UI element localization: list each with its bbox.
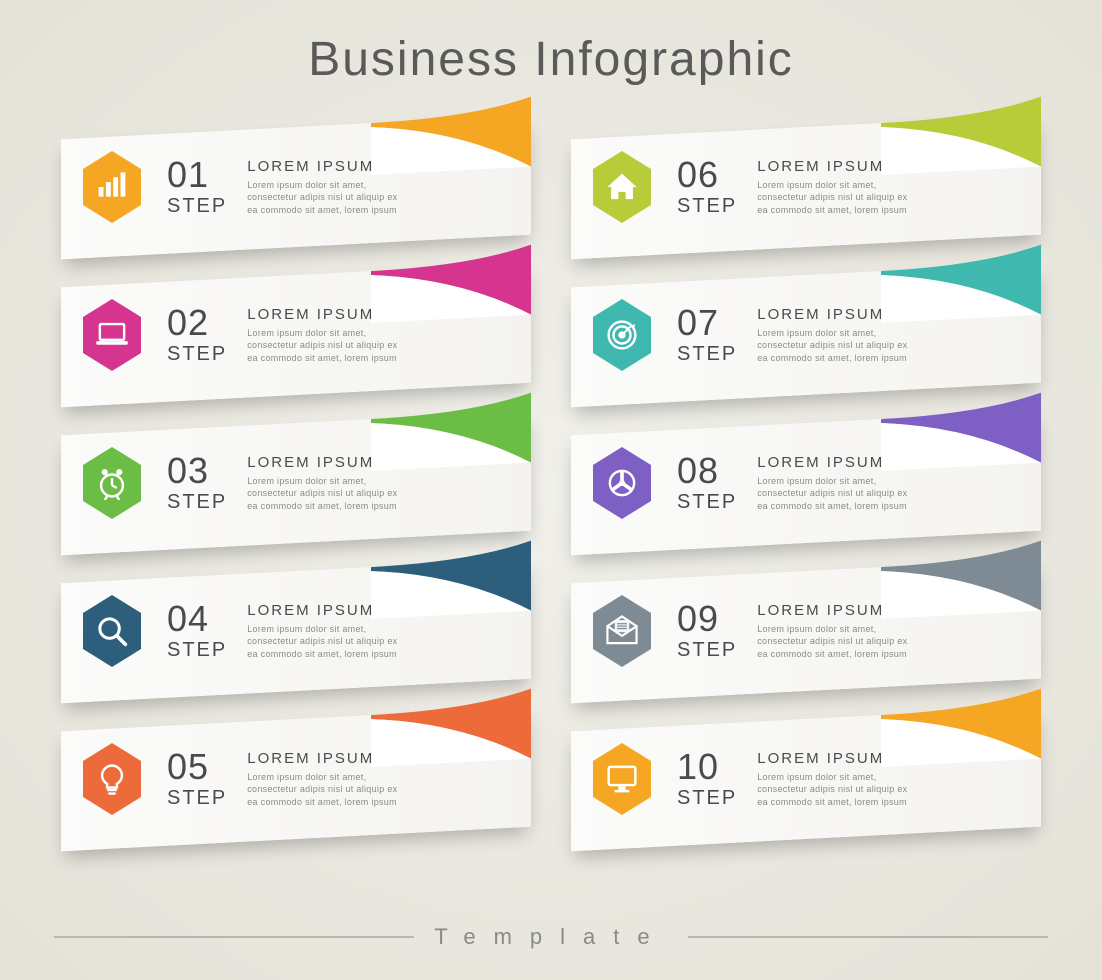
step-label: STEP — [167, 639, 227, 662]
mail-icon — [589, 593, 655, 669]
step-number: 04 — [167, 601, 227, 637]
footer-line-right — [688, 936, 1048, 938]
columns-container: 01 STEP LOREM IPSUM Lorem ipsum dolor si… — [0, 127, 1102, 839]
step-number: 02 — [167, 305, 227, 341]
step-number: 07 — [677, 305, 737, 341]
chart-icon — [79, 149, 145, 225]
step-heading: LOREM IPSUM — [247, 602, 403, 619]
step-label: STEP — [167, 491, 227, 514]
step-number-block: 06 STEP — [677, 157, 737, 218]
step-number-block: 03 STEP — [167, 453, 227, 514]
step-text-block: LOREM IPSUM Lorem ipsum dolor sit amet, … — [757, 158, 1023, 215]
footer-line-left — [54, 936, 414, 938]
step-number-block: 02 STEP — [167, 305, 227, 366]
step-number: 03 — [167, 453, 227, 489]
column-right: 06 STEP LOREM IPSUM Lorem ipsum dolor si… — [571, 127, 1041, 839]
step-card: 02 STEP LOREM IPSUM Lorem ipsum dolor si… — [61, 263, 531, 408]
footer: Template — [0, 924, 1102, 950]
step-heading: LOREM IPSUM — [247, 158, 403, 175]
step-number: 09 — [677, 601, 737, 637]
step-text-block: LOREM IPSUM Lorem ipsum dolor sit amet, … — [247, 454, 513, 511]
step-body: Lorem ipsum dolor sit amet, consectetur … — [757, 771, 913, 807]
step-number-block: 10 STEP — [677, 749, 737, 810]
step-number: 01 — [167, 157, 227, 193]
step-card: 01 STEP LOREM IPSUM Lorem ipsum dolor si… — [61, 115, 531, 260]
step-number-block: 09 STEP — [677, 601, 737, 662]
step-heading: LOREM IPSUM — [757, 306, 913, 323]
step-body: Lorem ipsum dolor sit amet, consectetur … — [247, 179, 403, 215]
step-body: Lorem ipsum dolor sit amet, consectetur … — [757, 327, 913, 363]
clock-icon — [79, 445, 145, 521]
step-body: Lorem ipsum dolor sit amet, consectetur … — [757, 475, 913, 511]
step-text-block: LOREM IPSUM Lorem ipsum dolor sit amet, … — [757, 750, 1023, 807]
step-body: Lorem ipsum dolor sit amet, consectetur … — [247, 771, 403, 807]
step-number-block: 07 STEP — [677, 305, 737, 366]
step-card: 07 STEP LOREM IPSUM Lorem ipsum dolor si… — [571, 263, 1041, 408]
monitor-icon — [589, 741, 655, 817]
footer-label: Template — [434, 924, 667, 950]
step-heading: LOREM IPSUM — [247, 454, 403, 471]
step-text-block: LOREM IPSUM Lorem ipsum dolor sit amet, … — [757, 602, 1023, 659]
step-text-block: LOREM IPSUM Lorem ipsum dolor sit amet, … — [247, 306, 513, 363]
step-number: 06 — [677, 157, 737, 193]
step-label: STEP — [167, 787, 227, 810]
step-text-block: LOREM IPSUM Lorem ipsum dolor sit amet, … — [247, 602, 513, 659]
step-card: 10 STEP LOREM IPSUM Lorem ipsum dolor si… — [571, 707, 1041, 852]
step-label: STEP — [167, 343, 227, 366]
step-card: 04 STEP LOREM IPSUM Lorem ipsum dolor si… — [61, 559, 531, 704]
step-number-block: 04 STEP — [167, 601, 227, 662]
step-text-block: LOREM IPSUM Lorem ipsum dolor sit amet, … — [247, 750, 513, 807]
step-number-block: 08 STEP — [677, 453, 737, 514]
step-heading: LOREM IPSUM — [757, 602, 913, 619]
step-heading: LOREM IPSUM — [757, 454, 913, 471]
step-body: Lorem ipsum dolor sit amet, consectetur … — [757, 179, 913, 215]
page-title: Business Infographic — [0, 0, 1102, 87]
step-number-block: 01 STEP — [167, 157, 227, 218]
step-number-block: 05 STEP — [167, 749, 227, 810]
step-text-block: LOREM IPSUM Lorem ipsum dolor sit amet, … — [757, 454, 1023, 511]
step-heading: LOREM IPSUM — [757, 158, 913, 175]
step-card: 09 STEP LOREM IPSUM Lorem ipsum dolor si… — [571, 559, 1041, 704]
step-card: 03 STEP LOREM IPSUM Lorem ipsum dolor si… — [61, 411, 531, 556]
home-icon — [589, 149, 655, 225]
step-label: STEP — [677, 639, 737, 662]
step-body: Lorem ipsum dolor sit amet, consectetur … — [247, 475, 403, 511]
step-heading: LOREM IPSUM — [247, 306, 403, 323]
step-label: STEP — [677, 343, 737, 366]
search-icon — [79, 593, 145, 669]
target-icon — [589, 297, 655, 373]
step-number: 10 — [677, 749, 737, 785]
step-label: STEP — [677, 491, 737, 514]
bulb-icon — [79, 741, 145, 817]
gear-icon — [589, 445, 655, 521]
step-body: Lorem ipsum dolor sit amet, consectetur … — [757, 623, 913, 659]
step-number: 05 — [167, 749, 227, 785]
step-text-block: LOREM IPSUM Lorem ipsum dolor sit amet, … — [757, 306, 1023, 363]
step-card: 06 STEP LOREM IPSUM Lorem ipsum dolor si… — [571, 115, 1041, 260]
step-label: STEP — [167, 195, 227, 218]
step-heading: LOREM IPSUM — [757, 750, 913, 767]
step-body: Lorem ipsum dolor sit amet, consectetur … — [247, 623, 403, 659]
column-left: 01 STEP LOREM IPSUM Lorem ipsum dolor si… — [61, 127, 531, 839]
step-card: 08 STEP LOREM IPSUM Lorem ipsum dolor si… — [571, 411, 1041, 556]
step-label: STEP — [677, 195, 737, 218]
step-text-block: LOREM IPSUM Lorem ipsum dolor sit amet, … — [247, 158, 513, 215]
step-card: 05 STEP LOREM IPSUM Lorem ipsum dolor si… — [61, 707, 531, 852]
step-heading: LOREM IPSUM — [247, 750, 403, 767]
step-number: 08 — [677, 453, 737, 489]
step-label: STEP — [677, 787, 737, 810]
laptop-icon — [79, 297, 145, 373]
step-body: Lorem ipsum dolor sit amet, consectetur … — [247, 327, 403, 363]
